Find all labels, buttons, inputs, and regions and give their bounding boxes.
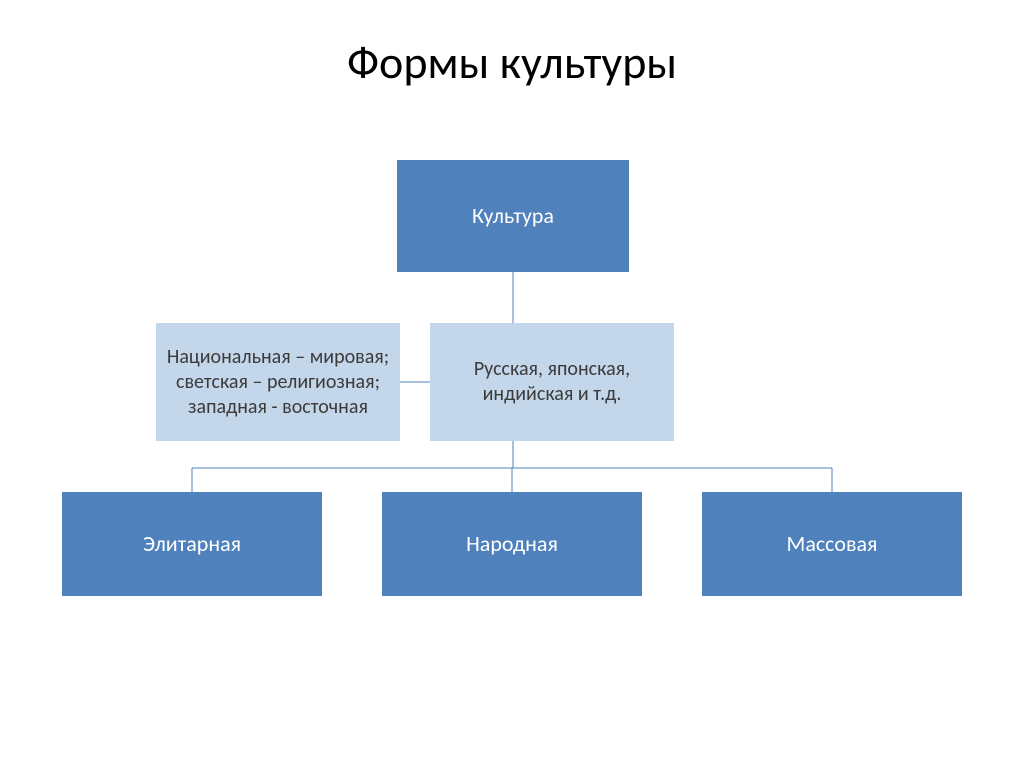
node-leaf1: Элитарная xyxy=(62,492,322,596)
node-leaf2: Народная xyxy=(382,492,642,596)
node-leaf3: Массовая xyxy=(702,492,962,596)
node-mid_right: Русская, японская, индийская и т.д. xyxy=(430,323,674,441)
node-root: Культура xyxy=(397,160,629,272)
node-mid_left: Национальная – мировая; светская – религ… xyxy=(156,323,400,441)
page-title: Формы культуры xyxy=(0,35,1024,91)
title-text: Формы культуры xyxy=(347,35,677,91)
